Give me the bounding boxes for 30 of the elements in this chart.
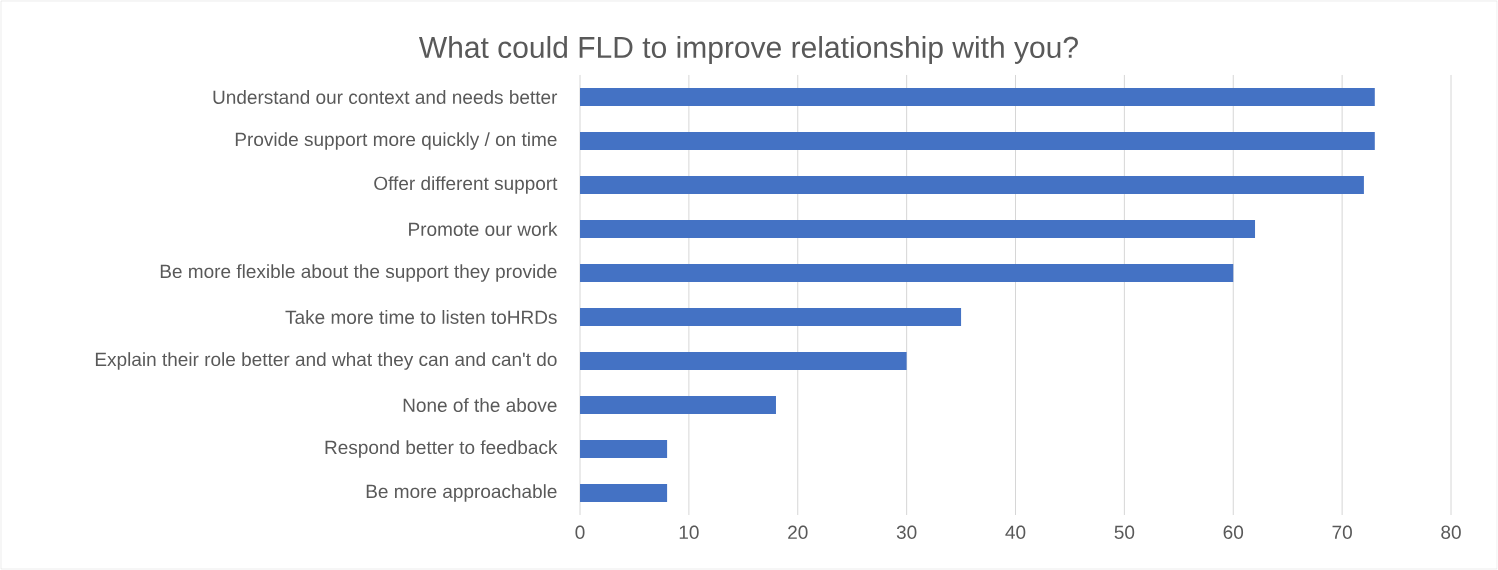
x-tick-label: 60: [1223, 525, 1244, 539]
x-tick-label: 30: [896, 525, 917, 539]
y-tick-label: Respond better to feedback: [325, 440, 558, 458]
bar: [580, 264, 1234, 282]
x-tick-label: 80: [1441, 525, 1461, 539]
x-tick-label: 20: [788, 525, 808, 539]
y-tick-label: Provide support more quickly / on time: [235, 132, 557, 150]
y-tick-label: Take more time to listen toHRDs: [285, 310, 557, 324]
x-tick-label: 40: [1005, 525, 1026, 539]
y-tick-label: Offer different support: [374, 176, 558, 194]
y-tick-label: Be more approachable: [366, 484, 557, 502]
x-tick-label: 50: [1114, 525, 1135, 539]
x-tick-label: 70: [1332, 525, 1352, 539]
bar: [580, 484, 668, 502]
y-tick-label: Explain their role better and what they can and can't do: [95, 352, 557, 370]
y-tick-label: Promote our work: [409, 222, 558, 236]
y-tick-label: Be more flexible about the support they provide: [160, 264, 557, 282]
x-tick-label: 10: [679, 525, 699, 539]
bar: [580, 132, 1375, 150]
bar: [580, 308, 962, 326]
bar: [580, 352, 907, 370]
y-tick-label: None of the above: [403, 398, 557, 412]
bar: [580, 176, 1364, 194]
bar: [580, 440, 668, 458]
x-tick-label: 0: [575, 525, 585, 539]
bar: [580, 220, 1256, 238]
bar: [580, 88, 1375, 106]
y-tick-label: Understand our context and needs better: [213, 90, 558, 104]
chart-title: What could FLD to improve relationship with you?: [418, 36, 1078, 64]
bar: [580, 396, 776, 414]
